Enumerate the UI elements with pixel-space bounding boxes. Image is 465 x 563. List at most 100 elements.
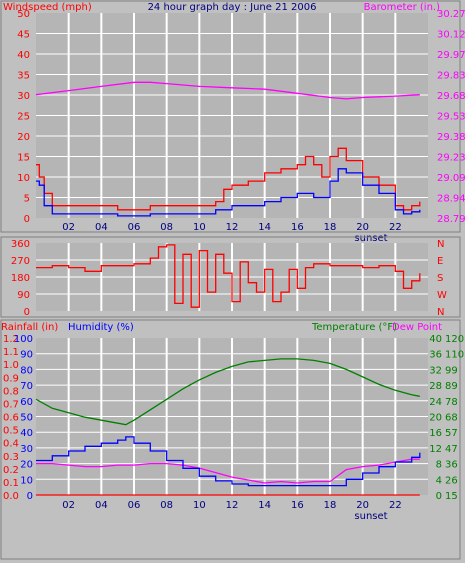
humidity-line: [36, 436, 421, 487]
rain-y-tick: 0.1: [3, 478, 19, 489]
barometer-axis-title: Barometer (in.): [364, 2, 440, 13]
direction-compass-tick: S: [437, 273, 443, 284]
temp-f-y-tick: 47: [445, 444, 458, 455]
rainfall-axis-title: Rainfall (in): [1, 322, 58, 333]
temp-c-y-tick: 0: [436, 491, 442, 502]
rain-y-tick: 0.7: [3, 399, 19, 410]
barometer-y-tick: 29.23: [437, 153, 465, 164]
barometer-line: [35, 81, 420, 100]
x-tick-label: 12: [226, 500, 239, 511]
direction-compass-tick: E: [437, 256, 443, 267]
humidity-y-tick: 0: [27, 491, 33, 502]
barometer-y-tick: 29.53: [437, 112, 465, 123]
direction-y-tick: 360: [11, 239, 30, 250]
wind-axis-title: Windspeed (mph): [3, 2, 92, 13]
barometer-y-tick: 29.83: [437, 71, 465, 82]
average-wind-line: [36, 168, 421, 217]
temp-f-y-tick: 110: [445, 350, 464, 361]
sunset-label-bottom: sunset: [354, 511, 387, 522]
temp-c-y-tick: 32: [429, 365, 442, 376]
humidity-y-tick: 50: [20, 413, 33, 424]
humidity-y-tick: 10: [20, 475, 33, 486]
x-tick-label: 08: [160, 500, 173, 511]
x-tick-label: 14: [258, 222, 271, 233]
rain-y-tick: 0.6: [3, 413, 19, 424]
x-tick-label: 04: [95, 222, 108, 233]
direction-y-tick: 180: [11, 273, 30, 284]
wind-direction-line: [36, 244, 421, 308]
rain-y-tick: 0.0: [3, 491, 19, 502]
direction-compass-tick: N: [437, 239, 444, 250]
temp-f-y-tick: 15: [445, 491, 458, 502]
wind-y-tick: 0: [24, 214, 30, 225]
windspeed-line: [36, 147, 421, 211]
sunset-label-top: sunset: [354, 233, 387, 244]
temp-f-y-tick: 99: [445, 365, 458, 376]
temp-c-y-tick: 24: [429, 397, 442, 408]
humidity-y-tick: 40: [20, 428, 33, 439]
direction-y-tick: 270: [11, 256, 30, 267]
rain-y-tick: 1.0: [3, 360, 19, 371]
temp-f-y-tick: 78: [445, 397, 458, 408]
wind-panel-frame: [0, 0, 461, 233]
humidity-y-tick: 70: [20, 381, 33, 392]
dewpoint-line: [36, 458, 420, 484]
wind-y-tick: 40: [17, 50, 30, 61]
rain-y-tick: 0.2: [3, 465, 19, 476]
barometer-y-tick: 28.94: [437, 194, 465, 205]
dewpoint-axis-title: Dew Point: [392, 322, 442, 333]
x-tick-label: 12: [226, 222, 239, 233]
temp-c-y-tick: 36: [429, 350, 442, 361]
temp-c-y-tick: 16: [429, 428, 442, 439]
barometer-y-tick: 30.27: [437, 9, 465, 20]
direction-panel-frame: [0, 236, 461, 318]
temp-f-y-tick: 36: [445, 460, 458, 471]
x-tick-label: 06: [128, 500, 141, 511]
wind-y-tick: 15: [17, 153, 30, 164]
humidity-y-tick: 60: [20, 397, 33, 408]
temp-c-y-tick: 28: [429, 381, 442, 392]
rain-y-tick: 0.3: [3, 452, 19, 463]
direction-compass-tick: N: [437, 307, 444, 318]
temp-c-y-tick: 40: [429, 334, 442, 345]
x-tick-label: 10: [193, 222, 206, 233]
humidity-axis-title: Humidity (%): [68, 322, 134, 333]
barometer-y-tick: 29.38: [437, 132, 465, 143]
x-tick-label: 08: [160, 222, 173, 233]
temperature-line: [35, 358, 420, 426]
temperature-axis-title: Temperature (°F): [311, 322, 397, 333]
wind-y-tick: 50: [17, 9, 30, 20]
climate-panel-frame: [0, 319, 461, 560]
x-tick-label: 02: [62, 500, 75, 511]
barometer-y-tick: 28.79: [437, 214, 465, 225]
rain-y-tick: 0.4: [3, 439, 19, 450]
x-tick-label: 06: [128, 222, 141, 233]
rain-y-tick: 1.1: [3, 347, 19, 358]
wind-y-tick: 30: [17, 91, 30, 102]
x-tick-label: 14: [258, 500, 271, 511]
x-tick-label: 18: [324, 500, 337, 511]
temp-c-y-tick: 20: [429, 413, 442, 424]
humidity-y-tick: 30: [20, 444, 33, 455]
x-tick-label: 20: [356, 222, 369, 233]
x-tick-label: 04: [95, 500, 108, 511]
wind-y-tick: 5: [24, 194, 30, 205]
temp-f-y-tick: 89: [445, 381, 458, 392]
wind-y-tick: 10: [17, 173, 30, 184]
rain-y-tick: 0.9: [3, 373, 19, 384]
wind-y-tick: 25: [17, 112, 30, 123]
x-tick-label: 18: [324, 222, 337, 233]
temp-f-y-tick: 57: [445, 428, 458, 439]
barometer-y-tick: 29.68: [437, 91, 465, 102]
temp-c-y-tick: 4: [436, 475, 442, 486]
temp-f-y-tick: 68: [445, 413, 458, 424]
direction-y-tick: 90: [17, 290, 30, 301]
humidity-y-tick: 20: [20, 460, 33, 471]
barometer-y-tick: 29.09: [437, 173, 465, 184]
temp-c-y-tick: 8: [436, 460, 442, 471]
direction-y-tick: 0: [24, 307, 30, 318]
x-tick-label: 02: [62, 222, 75, 233]
barometer-y-tick: 29.97: [437, 50, 465, 61]
x-tick-label: 10: [193, 500, 206, 511]
